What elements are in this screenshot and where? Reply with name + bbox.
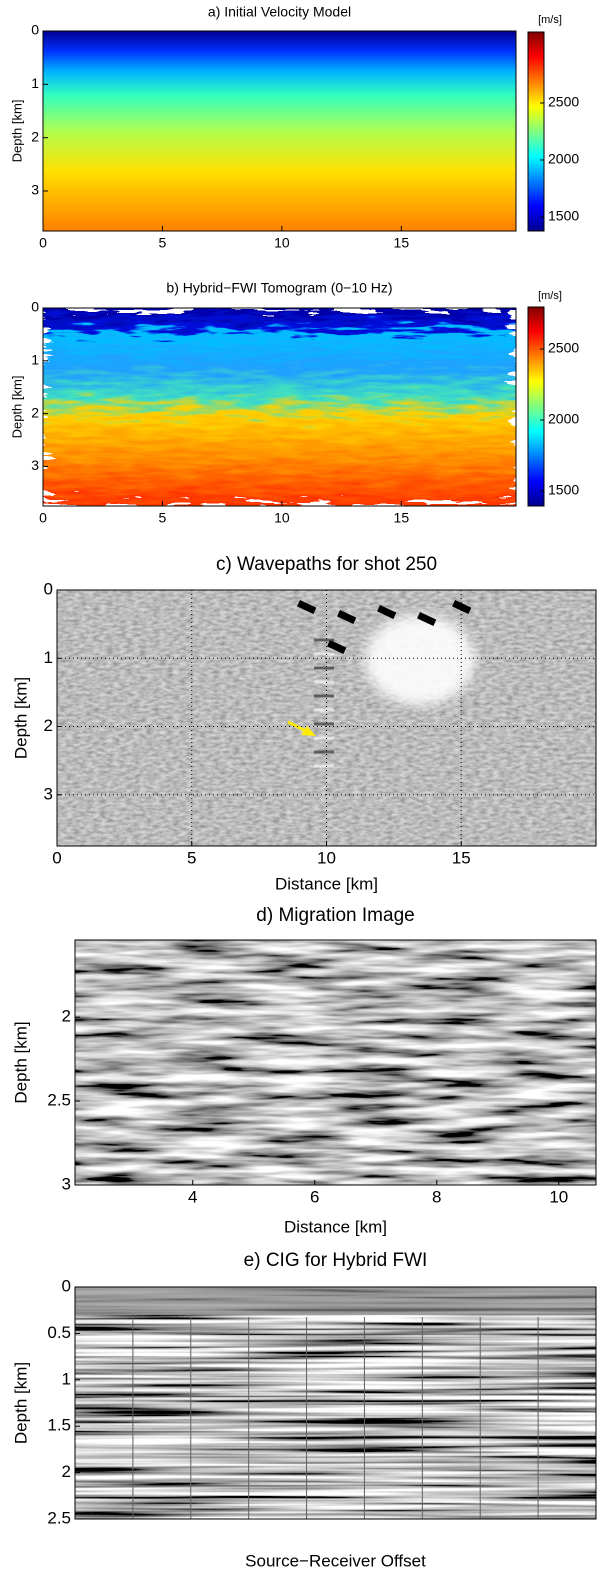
colorbar-tick-label: 1500 <box>548 482 579 498</box>
x-tick-label: 10 <box>274 235 290 251</box>
panel-title: e) CIG for Hybrid FWI <box>244 1250 428 1271</box>
colorbar <box>527 306 545 507</box>
x-tick-label: 0 <box>39 510 47 526</box>
panel: 0 0.5 1 1.5 2 2.5 e) CIG for Hybrid FWI Source−… <box>11 1250 597 1570</box>
axes-box <box>74 939 597 1186</box>
y-axis-label: Depth [km] <box>11 677 30 759</box>
y-tick-label: 0 <box>31 22 39 38</box>
y-tick-label: 1 <box>44 648 53 667</box>
colorbar-tick-label: 1500 <box>548 208 579 224</box>
x-axis-label: Source−Receiver Offset <box>245 1551 426 1570</box>
x-axis-label: Distance [km] <box>275 874 378 893</box>
x-tick-label: 6 <box>310 1187 319 1206</box>
y-tick-label: 2.5 <box>47 1091 71 1110</box>
axes-box <box>74 1286 597 1520</box>
y-tick-label: 2 <box>62 1462 71 1481</box>
colorbar-tick-label: 2000 <box>548 411 579 427</box>
x-tick-label: 10 <box>549 1187 568 1206</box>
y-tick-label: 0 <box>31 299 39 315</box>
seismic-image <box>75 940 596 1185</box>
x-tick-label: 8 <box>432 1187 441 1206</box>
x-tick-label: 5 <box>159 510 167 526</box>
y-tick-label: 1.5 <box>47 1416 71 1435</box>
panel-title: d) Migration Image <box>256 905 414 926</box>
velocity-image <box>43 308 516 506</box>
panel: 4 6 8 10 2 2.5 3 d) Migration Image Distance [km… <box>11 905 597 1236</box>
y-tick-label: 1 <box>62 1369 71 1388</box>
colorbar-tick-label: 2500 <box>548 340 579 356</box>
wavepath-white <box>365 615 475 705</box>
y-tick-label: 2 <box>31 128 39 144</box>
wavepath-black <box>327 640 347 654</box>
y-tick-label: 0 <box>44 579 53 598</box>
y-tick-label: 0.5 <box>47 1323 71 1342</box>
colorbar-tick-label: 2500 <box>548 94 579 110</box>
mute-zone <box>75 1287 596 1315</box>
x-tick-label: 0 <box>39 235 47 251</box>
x-axis-label: Distance [km] <box>284 1217 387 1236</box>
panel: 0 5 10 15 0 1 2 3 b) Hybrid−FWI Tomogram (0−10 H… <box>9 280 579 526</box>
y-tick-label: 3 <box>44 784 53 803</box>
x-tick-label: 15 <box>452 848 471 867</box>
x-tick-label: 15 <box>394 510 410 526</box>
colorbar-label: [m/s] <box>538 290 562 302</box>
y-tick-label: 2.5 <box>47 1508 71 1527</box>
colorbar-label: [m/s] <box>538 14 562 26</box>
y-tick-label: 0 <box>62 1276 71 1295</box>
wavepath-black <box>417 612 437 626</box>
y-tick-label: 3 <box>62 1174 71 1193</box>
x-tick-label: 10 <box>317 848 336 867</box>
y-axis-label: Depth [km] <box>11 1021 30 1103</box>
panel: 0 5 10 15 0 1 2 3 a) Initial Velocity Model Depth… <box>9 4 579 251</box>
y-tick-label: 2 <box>62 1007 71 1026</box>
wavepath-black <box>377 604 397 619</box>
colorbar <box>527 31 545 232</box>
velocity-image <box>43 31 516 231</box>
wavepath-black <box>297 600 317 614</box>
y-tick-label: 2 <box>44 716 53 735</box>
axes-box <box>42 307 517 507</box>
x-tick-label: 10 <box>274 510 290 526</box>
y-tick-label: 1 <box>31 75 39 91</box>
panel-title: c) Wavepaths for shot 250 <box>216 554 437 575</box>
x-tick-label: 0 <box>52 848 61 867</box>
x-tick-label: 5 <box>187 848 196 867</box>
axes-box <box>42 30 517 232</box>
y-tick-label: 2 <box>31 404 39 420</box>
panel-title: b) Hybrid−FWI Tomogram (0−10 Hz) <box>166 280 392 296</box>
wavepath-black <box>337 609 357 624</box>
panel-title: a) Initial Velocity Model <box>208 4 351 20</box>
y-axis-label: Depth [km] <box>9 376 24 439</box>
x-tick-label: 5 <box>159 235 167 251</box>
x-tick-label: 4 <box>188 1187 197 1206</box>
y-tick-label: 3 <box>31 182 39 198</box>
y-tick-label: 1 <box>31 352 39 368</box>
panel: 0 5 10 15 0 1 2 3 c) Wavepaths for shot 250 Dista… <box>11 554 597 893</box>
y-tick-label: 3 <box>31 457 39 473</box>
arrow-head <box>301 726 316 736</box>
seismic-image <box>75 1287 596 1519</box>
y-axis-label: Depth [km] <box>9 100 24 163</box>
colorbar-tick-label: 2000 <box>548 151 579 167</box>
x-tick-label: 15 <box>394 235 410 251</box>
y-axis-label: Depth [km] <box>11 1362 30 1444</box>
